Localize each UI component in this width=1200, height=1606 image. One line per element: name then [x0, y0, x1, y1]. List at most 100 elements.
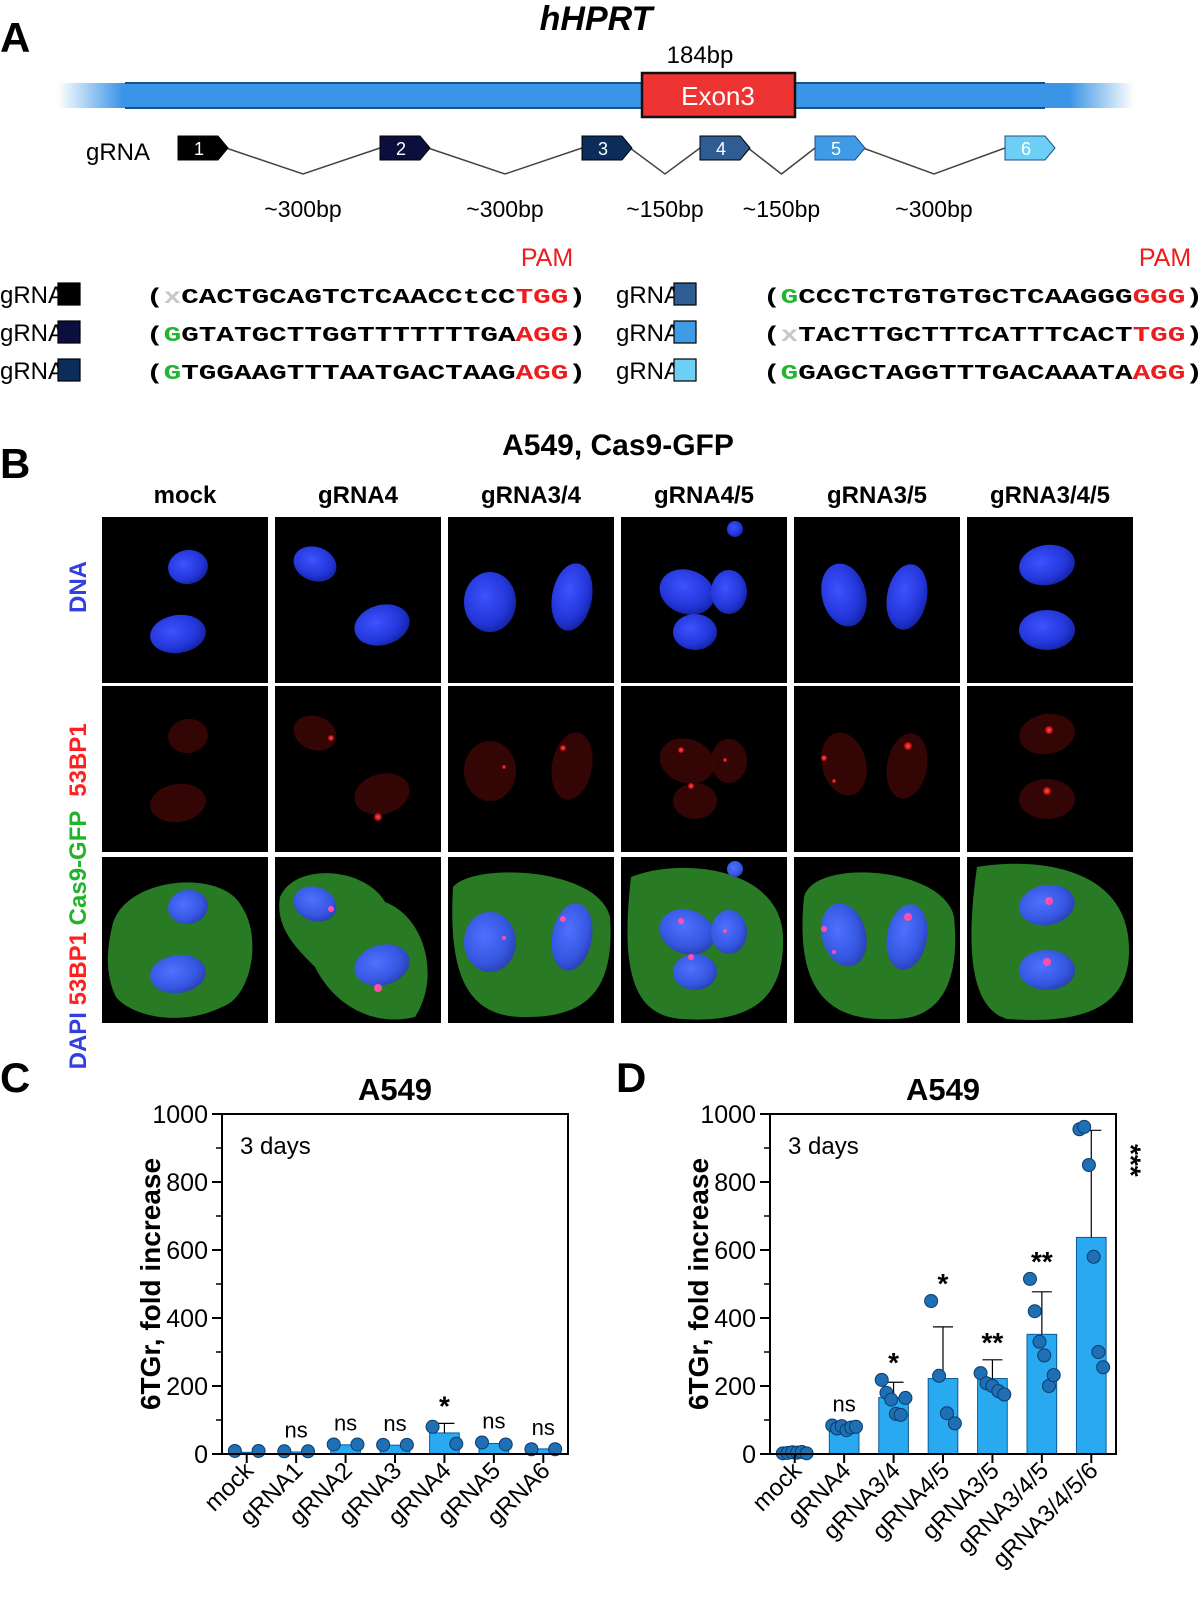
- cytoplasm: [971, 863, 1130, 1020]
- nucleus-red: [673, 783, 717, 819]
- focus-merge: [1043, 958, 1051, 966]
- tile-2-4: [794, 857, 960, 1023]
- grna-number: 4: [716, 139, 726, 159]
- significance-label: ns: [482, 1408, 505, 1433]
- cytoplasm: [107, 882, 253, 1018]
- exon-size-label: 184bp: [667, 42, 734, 69]
- y-tick-label: 400: [166, 1305, 208, 1333]
- tile-0-4: [794, 517, 960, 683]
- tile-background: [275, 517, 441, 683]
- y-axis-label: 6TGr, fold increase: [683, 1158, 714, 1410]
- panel-letter-d: D: [616, 1054, 646, 1101]
- significance-label: *: [888, 1347, 899, 1378]
- focus-merge: [723, 929, 727, 933]
- tile-1-0: [102, 686, 268, 852]
- sequence-part: ): [568, 287, 586, 310]
- spacing-label: ~300bp: [264, 196, 341, 222]
- data-point: [1086, 1249, 1101, 1264]
- column-header: gRNA4/5: [654, 482, 754, 509]
- significance-label: ns: [334, 1410, 357, 1435]
- nucleus: [886, 564, 928, 630]
- row-label-merge: DAPI 53BP1 Cas9-GFP: [65, 811, 92, 1070]
- grna-map: ~300bp ~300bp ~150bp ~150bp ~300bp 1 2 3 4 5 6: [177, 135, 1056, 222]
- sequence-part: TGGAAGTTTAATGACTAAG: [181, 363, 515, 386]
- grna-swatch-4: [673, 282, 697, 306]
- focus: [502, 765, 506, 769]
- spacing-label: ~150bp: [743, 196, 820, 222]
- sequence-part: ): [568, 363, 586, 386]
- tile-background: [794, 517, 960, 683]
- sequence-part: G: [164, 325, 182, 348]
- connector-line: [427, 147, 583, 175]
- merge-label-dapi: DAPI: [65, 1012, 92, 1069]
- grna-arrow-2: [379, 135, 431, 161]
- sequence-part: (: [146, 363, 164, 386]
- tile-0-1: [275, 517, 441, 683]
- data-point: [474, 1435, 489, 1450]
- grna-swatch-2: [57, 320, 81, 344]
- chart-annotation: 3 days: [240, 1133, 311, 1160]
- tile-background: [967, 517, 1133, 683]
- significance-label: ***: [1115, 1144, 1146, 1177]
- sequence-part: ): [1185, 287, 1200, 310]
- tile-2-5: [967, 857, 1133, 1023]
- data-point: [548, 1442, 563, 1457]
- nucleus: [354, 604, 410, 646]
- data-point: [227, 1443, 242, 1458]
- tile-2-0: [102, 857, 268, 1023]
- focus-merge: [502, 936, 506, 940]
- nucleus-merge: [711, 910, 747, 954]
- sequence-part: G: [781, 287, 799, 310]
- panel-letter-b: B: [0, 440, 30, 487]
- nucleus: [821, 563, 867, 627]
- connector-line: [225, 147, 381, 175]
- sequence-part: (: [763, 325, 781, 348]
- data-point: [1037, 1348, 1052, 1363]
- nucleus-merge: [168, 889, 208, 925]
- tile-2-1: [275, 857, 441, 1023]
- data-point: [277, 1444, 292, 1459]
- exon3-label: Exon3: [681, 81, 755, 111]
- sequence-text: (x CACTGCAGTCTCAACCtCC TGG): [146, 287, 586, 310]
- connector-line: [862, 147, 1006, 175]
- focus-merge: [374, 984, 382, 992]
- nucleus-merge: [464, 912, 516, 972]
- spacing-label: ~150bp: [626, 196, 703, 222]
- sequence-part: AGG: [1133, 363, 1186, 386]
- sequence-part: TGG: [1133, 325, 1186, 348]
- sequence-part: G: [781, 363, 799, 386]
- grna-row-label: gRNA: [86, 139, 150, 166]
- data-point: [932, 1368, 947, 1383]
- focus-merge: [821, 926, 827, 932]
- y-tick-label: 0: [194, 1441, 208, 1469]
- nucleus-merge: [886, 904, 928, 970]
- merge-label-53bp1: 53BP1: [65, 932, 92, 1005]
- nucleus: [1019, 544, 1075, 586]
- sequence-part: TGG: [516, 287, 569, 310]
- sequence-text: (G CCCTCTGTGTGCTCAAGGG GGG): [763, 287, 1200, 310]
- nucleus: [1019, 610, 1075, 650]
- nucleus: [711, 570, 747, 614]
- data-point: [1081, 1158, 1096, 1172]
- sequence-part: TACTTGCTTTCATTTCACT: [798, 325, 1132, 348]
- connector-line: [629, 147, 701, 175]
- nucleus: [464, 572, 516, 632]
- sequence-part: (: [146, 287, 164, 310]
- nucleus-red: [464, 741, 516, 801]
- nucleus-red: [150, 783, 206, 823]
- tile-0-3: [621, 517, 787, 683]
- data-point: [947, 1416, 962, 1431]
- tile-1-4: [794, 686, 960, 852]
- chart-d: A549 3 days 6TGr, fold increase 0 200 400 600 8…: [683, 1072, 1146, 1573]
- focus: [328, 735, 334, 741]
- nucleus: [150, 614, 206, 654]
- grna-number: 5: [831, 139, 841, 159]
- sequence-part: ): [1185, 325, 1200, 348]
- exon3-box: [640, 71, 797, 119]
- data-point: [524, 1442, 539, 1457]
- sequence-part: GTATGCTTGGTTTTTTTGA: [181, 325, 516, 348]
- tile-1-2: [448, 686, 614, 852]
- tile-2-3: [621, 857, 787, 1023]
- chart-c: A549 3 days 6TGr, fold increase 0 200 400 600 8…: [135, 1072, 569, 1531]
